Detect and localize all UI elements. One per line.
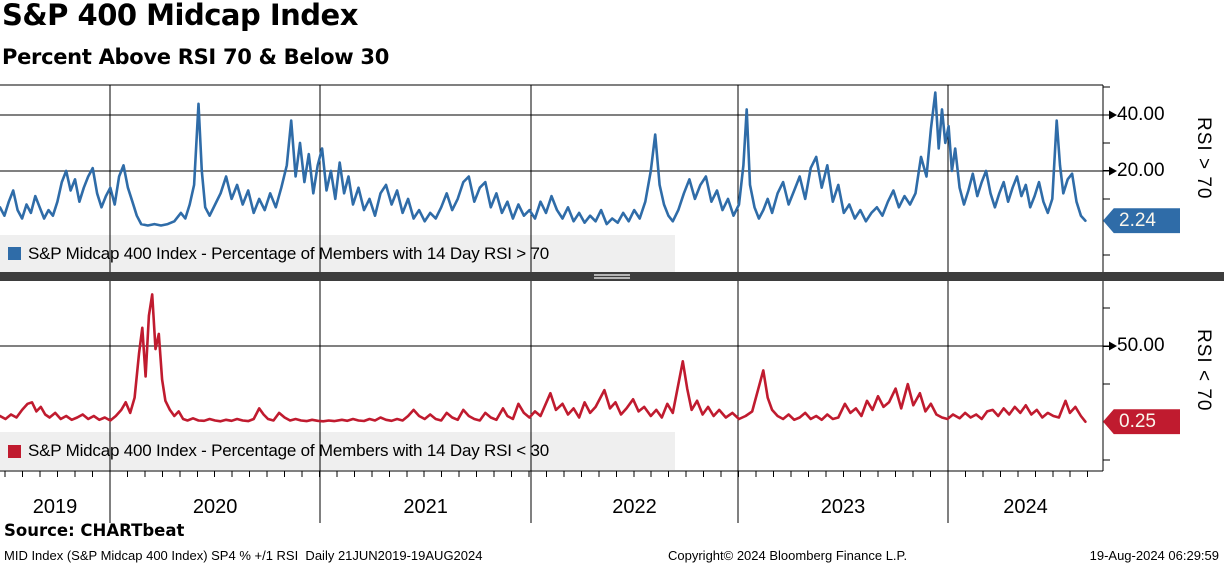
splitter-grip-icon[interactable] [594,274,630,276]
legend-swatch-blue-icon [8,247,21,260]
footer-security-info: MID Index (S&P Midcap 400 Index) SP4 % +… [4,548,483,563]
year-label: 2023 [820,496,866,518]
legend-swatch-red-icon [8,444,21,458]
year-label: 2022 [612,496,657,518]
y-tick-label: 20.00 [1117,159,1165,181]
last-value-top: 2.24 [1119,209,1156,231]
footer-bar: MID Index (S&P Midcap 400 Index) SP4 % +… [0,546,1224,566]
page-subtitle: Percent Above RSI 70 & Below 30 [2,45,390,69]
year-label: 2024 [1003,496,1048,518]
footer-copyright: Copyright© 2024 Bloomberg Finance L.P. [668,548,908,563]
last-value-bottom: 0.25 [1119,410,1156,432]
axis-title-rsi-below-70: RSI < 70 [1193,329,1214,412]
axis-title-rsi-above-70: RSI > 70 [1193,117,1214,200]
year-label: 2021 [403,496,448,518]
y-tick-label: 50.00 [1117,335,1165,357]
y-tick-label: 40.00 [1117,103,1165,125]
legend-bottom: S&P Midcap 400 Index - Percentage of Mem… [0,432,683,470]
year-label: 2020 [192,496,238,518]
year-label: 2019 [32,496,78,518]
last-value-tag-bottom: 0.25 [1103,409,1180,435]
source-note: Source: CHARTbeat [4,521,185,540]
legend-top: S&P Midcap 400 Index - Percentage of Mem… [0,235,683,272]
footer-timestamp: 19-Aug-2024 06:29:59 [1089,548,1219,563]
page-title: S&P 400 Midcap Index [2,0,358,32]
last-value-tag-top: 2.24 [1103,208,1180,234]
legend-label-bottom: S&P Midcap 400 Index - Percentage of Mem… [28,441,550,460]
splitter-grip-icon[interactable] [594,277,630,279]
panel-splitter [0,272,1224,281]
legend-label-top: S&P Midcap 400 Index - Percentage of Mem… [28,243,550,263]
